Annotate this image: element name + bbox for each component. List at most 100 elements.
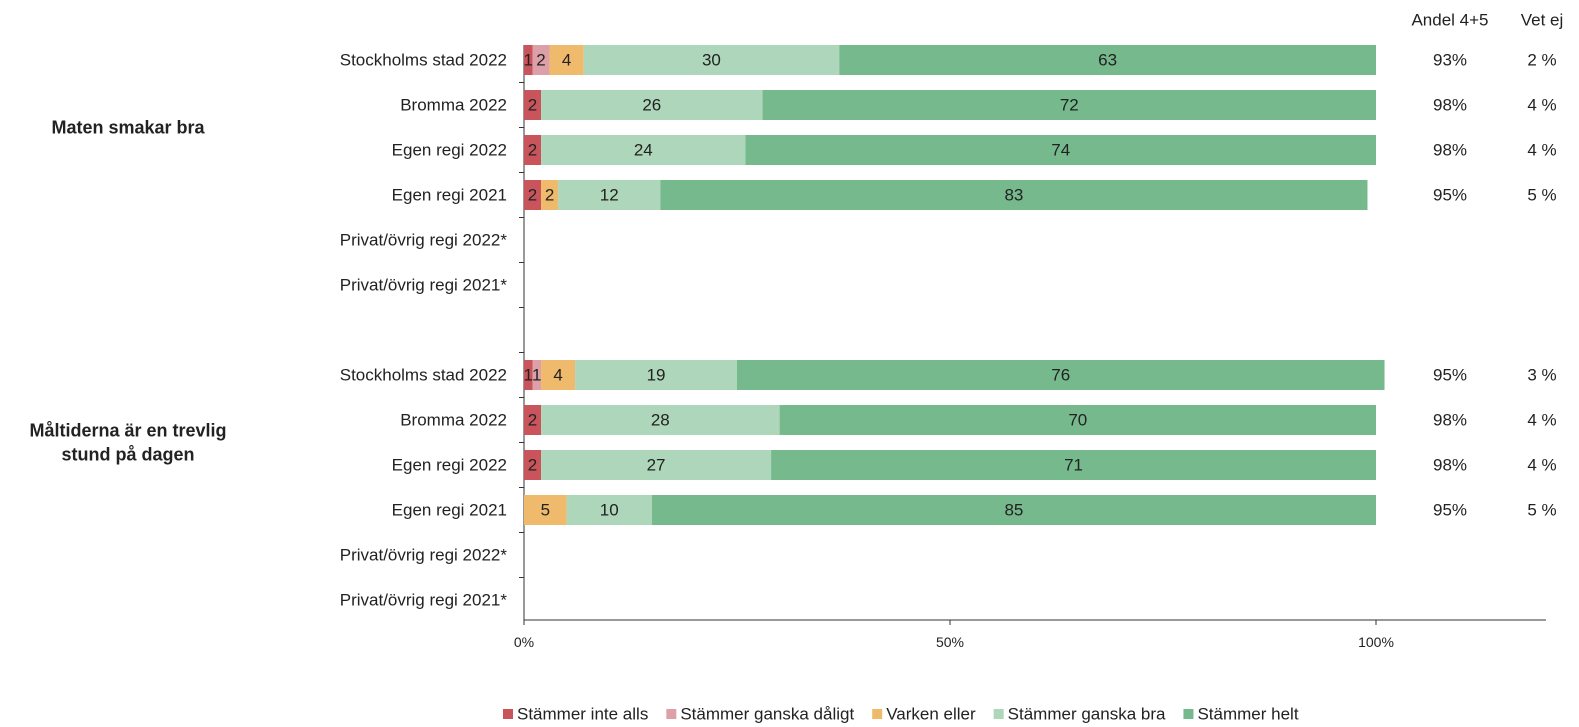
bar-segment bbox=[839, 45, 1376, 75]
data-label: 1 bbox=[524, 51, 533, 70]
bar-segment bbox=[583, 45, 840, 75]
bar-segment bbox=[524, 405, 542, 435]
bar-segment bbox=[771, 450, 1376, 480]
data-label: 12 bbox=[600, 186, 619, 205]
share-value: 93% bbox=[1433, 51, 1467, 70]
row-label: Bromma 2022 bbox=[400, 96, 507, 115]
bar-segment bbox=[524, 495, 567, 525]
dontknow-value: 5 % bbox=[1527, 186, 1556, 205]
data-label: 26 bbox=[642, 96, 661, 115]
dontknow-value: 4 % bbox=[1527, 141, 1556, 160]
bar-segment bbox=[541, 135, 746, 165]
row-label: Privat/övrig regi 2021* bbox=[340, 276, 508, 295]
legend-label: Stämmer helt bbox=[1197, 705, 1298, 724]
data-label: 76 bbox=[1051, 366, 1070, 385]
dontknow-value: 4 % bbox=[1527, 96, 1556, 115]
x-tick-label: 0% bbox=[514, 634, 534, 650]
share-value: 95% bbox=[1433, 501, 1467, 520]
data-label: 5 bbox=[541, 501, 550, 520]
x-tick-label: 100% bbox=[1358, 634, 1394, 650]
data-label: 2 bbox=[545, 186, 554, 205]
data-label: 71 bbox=[1064, 456, 1083, 475]
chart-frame bbox=[519, 45, 1546, 625]
data-label: 70 bbox=[1068, 411, 1087, 430]
data-label: 1 bbox=[524, 366, 533, 385]
data-label: 28 bbox=[651, 411, 670, 430]
bar-segments bbox=[524, 45, 1385, 525]
row-label: Stockholms stad 2022 bbox=[340, 51, 507, 70]
data-label: 27 bbox=[647, 456, 666, 475]
legend-label: Stämmer inte alls bbox=[517, 705, 648, 724]
data-label: 63 bbox=[1098, 51, 1117, 70]
data-label: 24 bbox=[634, 141, 653, 160]
bar-segment bbox=[524, 450, 542, 480]
bar-segment bbox=[651, 495, 1376, 525]
data-label: 2 bbox=[528, 96, 537, 115]
group-title: stund på dagen bbox=[61, 445, 194, 465]
dontknow-value: 4 % bbox=[1527, 411, 1556, 430]
data-label: 74 bbox=[1051, 141, 1070, 160]
data-label: 2 bbox=[528, 456, 537, 475]
data-label: 72 bbox=[1060, 96, 1079, 115]
bar-segment bbox=[745, 135, 1376, 165]
dontknow-value: 3 % bbox=[1527, 366, 1556, 385]
data-label: 2 bbox=[528, 411, 537, 430]
data-label: 2 bbox=[528, 186, 537, 205]
data-label: 30 bbox=[702, 51, 721, 70]
dontknow-value: 2 % bbox=[1527, 51, 1556, 70]
legend-swatch bbox=[1183, 709, 1194, 719]
data-label: 83 bbox=[1004, 186, 1023, 205]
bar-segment bbox=[558, 180, 661, 210]
legend-label: Varken eller bbox=[886, 705, 976, 724]
group-title: Måltiderna är en trevlig bbox=[29, 421, 226, 441]
group-title: Maten smakar bra bbox=[51, 118, 205, 138]
data-label: 4 bbox=[553, 366, 562, 385]
row-label: Privat/övrig regi 2022* bbox=[340, 546, 508, 565]
row-label: Egen regi 2022 bbox=[392, 141, 507, 160]
row-label: Egen regi 2021 bbox=[392, 501, 507, 520]
bar-segment bbox=[541, 450, 772, 480]
dontknow-value: 5 % bbox=[1527, 501, 1556, 520]
row-label: Privat/övrig regi 2022* bbox=[340, 231, 508, 250]
row-label: Stockholms stad 2022 bbox=[340, 366, 507, 385]
data-label: 2 bbox=[528, 141, 537, 160]
chart-labels: 0% 50% 100% Andel 4+5 Vet ej Stockholms stad … bbox=[29, 11, 1563, 651]
bar-segment bbox=[524, 135, 542, 165]
legend-label: Stämmer ganska dåligt bbox=[680, 705, 854, 724]
share-column-header: Andel 4+5 bbox=[1411, 11, 1488, 30]
x-tick-label: 50% bbox=[936, 634, 964, 650]
bar-segment bbox=[541, 180, 559, 210]
bar-segment bbox=[532, 360, 542, 390]
data-label: 1 bbox=[532, 366, 541, 385]
share-value: 98% bbox=[1433, 411, 1467, 430]
share-value: 95% bbox=[1433, 186, 1467, 205]
bar-segment bbox=[541, 360, 576, 390]
data-label: 19 bbox=[647, 366, 666, 385]
row-label: Egen regi 2021 bbox=[392, 186, 507, 205]
dontknow-value: 4 % bbox=[1527, 456, 1556, 475]
data-label: 4 bbox=[562, 51, 571, 70]
bar-segment bbox=[532, 45, 550, 75]
legend-swatch bbox=[503, 709, 513, 719]
bar-segment bbox=[524, 90, 542, 120]
bar-segment bbox=[762, 90, 1376, 120]
share-value: 98% bbox=[1433, 456, 1467, 475]
bar-segment bbox=[779, 405, 1376, 435]
legend-swatch bbox=[993, 709, 1004, 719]
bar-segment bbox=[524, 45, 533, 75]
row-label: Egen regi 2022 bbox=[392, 456, 507, 475]
bar-segment bbox=[660, 180, 1368, 210]
share-value: 95% bbox=[1433, 366, 1467, 385]
legend-swatch bbox=[666, 709, 677, 719]
legend: Stämmer inte alls Stämmer ganska dåligt Va… bbox=[503, 705, 1299, 724]
row-label: Privat/övrig regi 2021* bbox=[340, 591, 508, 610]
bar-segment bbox=[566, 495, 652, 525]
dontknow-column-header: Vet ej bbox=[1521, 11, 1564, 30]
bar-segment bbox=[737, 360, 1385, 390]
share-value: 98% bbox=[1433, 96, 1467, 115]
bar-segment bbox=[575, 360, 737, 390]
bar-segment bbox=[549, 45, 584, 75]
data-label: 2 bbox=[536, 51, 545, 70]
share-value: 98% bbox=[1433, 141, 1467, 160]
